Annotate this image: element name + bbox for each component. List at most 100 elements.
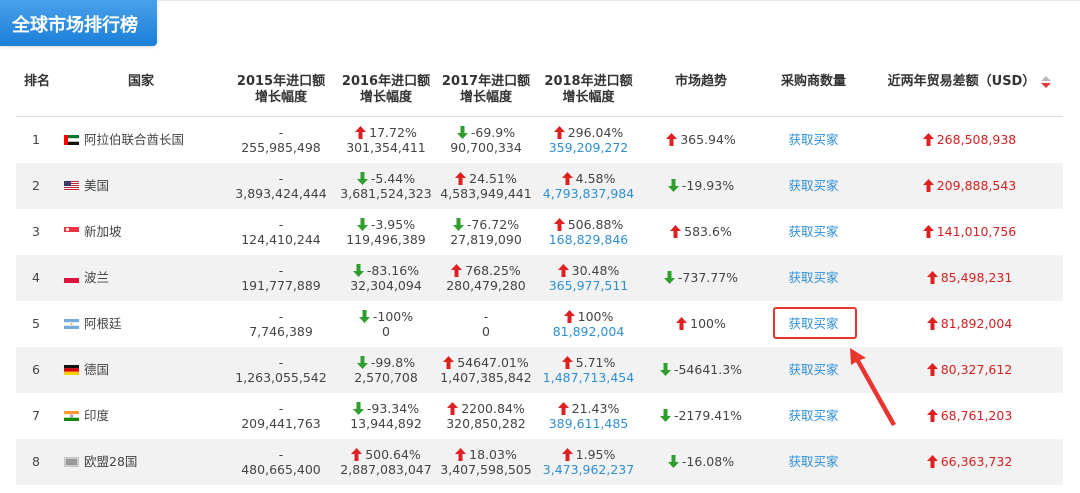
growth-2015: - bbox=[278, 447, 284, 462]
down-arrow-icon bbox=[667, 179, 679, 192]
import-2016-cell: -100% 0 bbox=[336, 301, 436, 355]
buyer-cell: 获取买家 bbox=[756, 347, 871, 393]
trend-value: -737.77% bbox=[677, 270, 739, 285]
up-arrow-icon bbox=[563, 310, 575, 323]
country-name: 波兰 bbox=[84, 270, 110, 285]
growth-2015: - bbox=[278, 125, 284, 140]
buyer-cell: 获取买家 bbox=[756, 393, 871, 439]
get-buyers-link[interactable]: 获取买家 bbox=[788, 454, 839, 469]
header-2018: 2018年进口额 增长幅度 bbox=[536, 74, 641, 106]
header-trend: 市场趋势 bbox=[674, 74, 727, 89]
trade-diff-value: 85,498,231 bbox=[940, 270, 1013, 285]
value-2017: 27,819,090 bbox=[450, 232, 522, 247]
import-2018-cell: 1.95% 3,473,962,237 bbox=[536, 439, 641, 493]
up-arrow-icon bbox=[355, 126, 367, 139]
import-2015-cell: -191,777,889 bbox=[226, 255, 336, 309]
get-buyers-link[interactable]: 获取买家 bbox=[788, 270, 839, 285]
import-2015-cell: -124,410,244 bbox=[226, 209, 336, 263]
header-rank: 排名 bbox=[23, 74, 50, 89]
up-arrow-icon bbox=[351, 448, 363, 461]
down-arrow-icon bbox=[356, 218, 368, 231]
trend-value: -16.08% bbox=[681, 454, 735, 469]
value-2018: 359,209,272 bbox=[548, 140, 629, 155]
up-arrow-icon bbox=[557, 402, 569, 415]
import-2015-cell: -3,893,424,444 bbox=[226, 163, 336, 217]
trade-diff-value: 268,508,938 bbox=[936, 132, 1017, 147]
up-arrow-icon bbox=[922, 179, 934, 192]
value-2017: 4,583,949,441 bbox=[440, 186, 532, 201]
get-buyers-link[interactable]: 获取买家 bbox=[788, 362, 839, 377]
buyer-cell: 获取买家 bbox=[756, 163, 871, 209]
header-2015-line1: 2015年进口额 bbox=[236, 74, 326, 89]
header-2015: 2015年进口额 增长幅度 bbox=[226, 74, 336, 106]
growth-2017: 24.51% bbox=[469, 171, 517, 186]
import-2016-cell: -3.95% 119,496,389 bbox=[336, 209, 436, 263]
value-2018: 389,611,485 bbox=[548, 416, 629, 431]
sort-icon[interactable] bbox=[1041, 75, 1052, 88]
trade-diff-value: 80,327,612 bbox=[940, 362, 1013, 377]
growth-2016: -3.95% bbox=[370, 217, 416, 232]
up-arrow-icon bbox=[561, 172, 573, 185]
header-country: 国家 bbox=[127, 74, 154, 89]
table-row: 8 欧盟28国 -480,665,400 500.64% 2,887,083,047 18… bbox=[16, 439, 1063, 485]
header-2017: 2017年进口额 增长幅度 bbox=[436, 74, 536, 106]
market-trend-cell: -737.77% bbox=[646, 255, 756, 301]
rank-cell: 6 bbox=[32, 362, 40, 377]
trade-diff-value: 81,892,004 bbox=[940, 316, 1013, 331]
growth-2017: -76.72% bbox=[466, 217, 520, 232]
import-2017-cell: 24.51% 4,583,949,441 bbox=[436, 163, 536, 217]
table-row: 5 阿根廷 -7,746,389 -100% 0-0 100% 81,892,004 100%… bbox=[16, 301, 1063, 347]
header-trade-diff[interactable]: 近两年贸易差额（USD） bbox=[876, 74, 1063, 90]
table-row: 1 阿拉伯联合酋长国 -255,985,498 17.72% 301,354,411 -6… bbox=[16, 117, 1063, 163]
get-buyers-link[interactable]: 获取买家 bbox=[788, 132, 839, 147]
import-2015-cell: -7,746,389 bbox=[226, 301, 336, 355]
value-2017: 0 bbox=[482, 324, 490, 339]
up-arrow-icon bbox=[926, 363, 938, 376]
get-buyers-link[interactable]: 获取买家 bbox=[788, 178, 839, 193]
up-arrow-icon bbox=[455, 172, 467, 185]
value-2018: 4,793,837,984 bbox=[542, 186, 635, 201]
value-2015: 1,263,055,542 bbox=[235, 370, 327, 385]
get-buyers-link[interactable]: 获取买家 bbox=[788, 316, 839, 331]
get-buyers-link[interactable]: 获取买家 bbox=[788, 224, 839, 239]
up-arrow-icon bbox=[443, 356, 455, 369]
down-arrow-icon bbox=[358, 310, 370, 323]
import-2016-cell: -83.16% 32,304,094 bbox=[336, 255, 436, 309]
growth-2015: - bbox=[278, 263, 284, 278]
down-arrow-icon bbox=[456, 126, 468, 139]
country-cell: 德国 bbox=[64, 347, 224, 393]
down-arrow-icon bbox=[659, 409, 671, 422]
growth-2015: - bbox=[278, 401, 284, 416]
germany-flag-icon bbox=[64, 364, 79, 375]
value-2016: 2,570,708 bbox=[354, 370, 418, 385]
get-buyers-link[interactable]: 获取买家 bbox=[788, 408, 839, 423]
country-name: 阿拉伯联合酋长国 bbox=[84, 132, 185, 147]
country-name: 美国 bbox=[84, 178, 110, 193]
trend-value: 365.94% bbox=[680, 132, 736, 147]
trade-diff-cell: 268,508,938 bbox=[876, 117, 1063, 163]
down-arrow-icon bbox=[356, 356, 368, 369]
growth-2015: - bbox=[278, 217, 284, 232]
down-arrow-icon bbox=[352, 264, 364, 277]
value-2016: 2,887,083,047 bbox=[340, 462, 432, 477]
up-arrow-icon bbox=[553, 218, 565, 231]
buyer-cell: 获取买家 bbox=[756, 439, 871, 485]
growth-2016: -83.16% bbox=[366, 263, 420, 278]
rank-cell: 1 bbox=[32, 132, 40, 147]
up-arrow-icon bbox=[561, 448, 573, 461]
up-arrow-icon bbox=[922, 225, 934, 238]
growth-2016: -99.8% bbox=[370, 355, 416, 370]
import-2016-cell: -99.8% 2,570,708 bbox=[336, 347, 436, 401]
value-2015: 255,985,498 bbox=[241, 140, 321, 155]
down-arrow-icon bbox=[667, 455, 679, 468]
country-cell: 新加坡 bbox=[64, 209, 224, 255]
market-trend-cell: 365.94% bbox=[646, 117, 756, 163]
growth-2018: 30.48% bbox=[571, 263, 620, 278]
table-header: 排名 国家 2015年进口额 增长幅度 2016年进口额 增长幅度 2017年进… bbox=[16, 60, 1063, 117]
value-2015: 7,746,389 bbox=[249, 324, 313, 339]
header-2018-line2: 增长幅度 bbox=[562, 90, 615, 105]
value-2016: 119,496,389 bbox=[346, 232, 426, 247]
growth-2018: 5.71% bbox=[575, 355, 616, 370]
country-name: 欧盟28国 bbox=[84, 454, 138, 469]
import-2015-cell: -480,665,400 bbox=[226, 439, 336, 493]
